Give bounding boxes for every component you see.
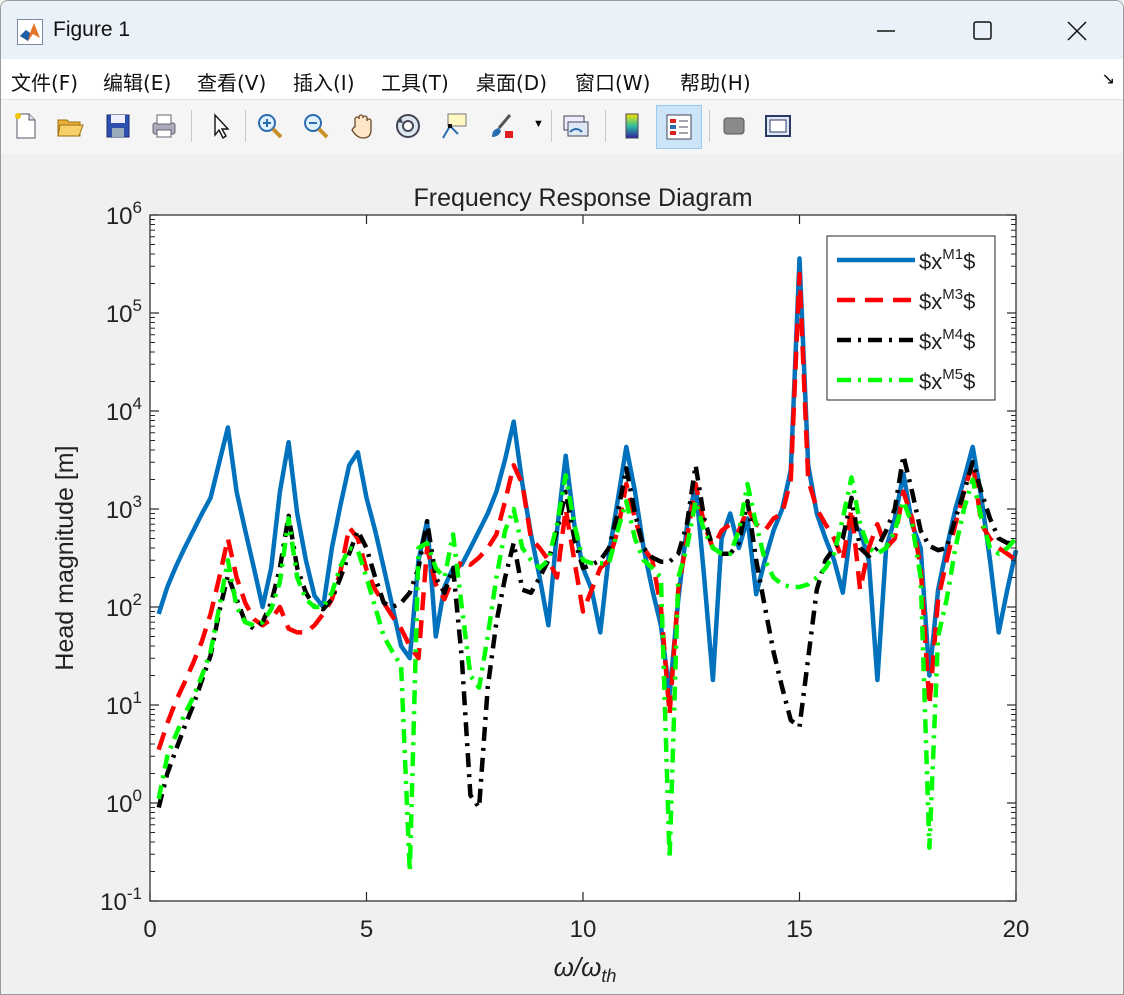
zoom-out-icon [304, 114, 329, 139]
legend-label-4: $xM5$ [919, 366, 975, 394]
menu-bar: 文件(F) 编辑(E) 查看(V) 插入(I) 工具(T) 桌面(D) 窗口(W… [1, 59, 1123, 99]
rotate-3d-icon [396, 114, 420, 138]
window-title: Figure 1 [53, 18, 131, 41]
toolbar-separator [605, 110, 606, 142]
title-bar: Figure 1 [1, 1, 1123, 59]
series-line-1 [156, 256, 1019, 697]
select-button[interactable] [203, 108, 237, 144]
menu-insert[interactable]: 插入(I) [293, 71, 355, 95]
x-axis-label-subscript: th [601, 966, 616, 986]
menu-window[interactable]: 窗口(W) [575, 71, 651, 95]
series-line-2 [156, 271, 1018, 751]
close-button[interactable] [1047, 11, 1107, 51]
menu-help[interactable]: 帮助(H) [680, 71, 751, 95]
y-tick-label: 103 [106, 492, 142, 524]
chart: Frequency Response Diagram 0 5 10 15 20 10-1 1… [51, 184, 1029, 986]
show-plot-tools-button[interactable] [761, 108, 795, 144]
new-figure-icon [15, 113, 36, 139]
pan-hand-icon [351, 114, 372, 139]
figure-toolbar: ▼ [1, 99, 1123, 155]
y-tick-label: 100 [106, 786, 142, 818]
maximize-button[interactable] [953, 11, 1013, 51]
minimize-button[interactable] [857, 11, 917, 51]
ticks-layer: 0 5 10 15 20 10-1 100 101 102 103 104 105 106 [100, 198, 1029, 943]
x-tick-label: 15 [786, 916, 813, 943]
y-tick-label: 101 [106, 688, 142, 720]
data-tip-icon [442, 113, 467, 139]
legend-box [826, 235, 996, 401]
y-tick-label: 102 [106, 590, 142, 622]
legend-label-2: $xM3$ [919, 286, 975, 314]
toolbar-separator [709, 110, 710, 142]
y-axis-label: Head magnitude [m] [51, 445, 79, 670]
x-tick-label: 20 [1003, 916, 1030, 943]
legend-entries: $xM1$ $xM3$ $xM4$ $xM5$ [837, 246, 975, 394]
menu-tools[interactable]: 工具(T) [381, 71, 449, 95]
select-arrow-icon [214, 113, 230, 140]
link-plot-button[interactable] [559, 108, 593, 144]
x-axis-label-main: ω/ω [554, 952, 602, 982]
zoom-in-button[interactable] [253, 108, 287, 144]
menu-file[interactable]: 文件(F) [11, 71, 79, 95]
pan-button[interactable] [345, 108, 379, 144]
series-layer [156, 256, 1019, 874]
matlab-logo-icon [17, 19, 43, 45]
x-tick-label: 5 [360, 916, 373, 943]
open-file-icon [57, 119, 84, 137]
figure-canvas: Frequency Response Diagram 0 5 10 15 20 10-1 1… [1, 154, 1123, 994]
y-tick-label: 106 [106, 198, 142, 230]
legend-icon [666, 114, 692, 140]
open-file-button[interactable] [53, 108, 87, 144]
y-tick-label: 104 [106, 394, 142, 426]
y-tick-label: 105 [106, 296, 142, 328]
x-axis-label: ω/ωth [554, 952, 617, 986]
series-line-4 [156, 473, 1018, 874]
toolbar-separator [245, 110, 246, 142]
x-tick-label: 0 [143, 916, 156, 943]
menu-view[interactable]: 查看(V) [197, 71, 267, 95]
series-line-3 [156, 453, 1016, 810]
save-button[interactable] [101, 108, 135, 144]
legend-label-1: $xM1$ [919, 246, 975, 274]
close-icon [1067, 21, 1087, 41]
link-plot-icon [563, 115, 589, 137]
menu-desktop[interactable]: 桌面(D) [476, 71, 548, 95]
y-tick-label: 10-1 [100, 884, 142, 916]
show-plot-tools-icon [765, 115, 791, 137]
hide-plot-tools-button[interactable] [717, 108, 751, 144]
zoom-out-button[interactable] [299, 108, 333, 144]
print-icon [152, 114, 176, 138]
print-button[interactable] [147, 108, 181, 144]
legend-button[interactable] [656, 105, 702, 149]
dock-figure-icon[interactable]: ↘ [1101, 71, 1115, 88]
minimize-icon [877, 30, 895, 32]
menu-edit[interactable]: 编辑(E) [103, 71, 172, 95]
colorbar-icon [625, 113, 639, 139]
brush-button[interactable] [485, 108, 519, 144]
rotate-3d-button[interactable] [391, 108, 425, 144]
zoom-in-icon [258, 114, 283, 139]
data-tip-button[interactable] [437, 108, 471, 144]
hide-plot-tools-icon [723, 117, 745, 135]
colorbar-button[interactable] [615, 108, 649, 144]
new-figure-button[interactable] [9, 108, 43, 144]
brush-dropdown-chevron-icon[interactable]: ▼ [533, 118, 544, 130]
legend-label-3: $xM4$ [919, 326, 975, 354]
toolbar-separator [191, 110, 192, 142]
maximize-icon [973, 21, 992, 40]
save-icon [106, 114, 130, 138]
x-tick-label: 10 [570, 916, 597, 943]
brush-icon [492, 114, 513, 138]
toolbar-separator [551, 110, 552, 142]
chart-title: Frequency Response Diagram [413, 184, 752, 212]
legend[interactable]: $xM1$ $xM3$ $xM4$ $xM5$ [826, 235, 996, 401]
